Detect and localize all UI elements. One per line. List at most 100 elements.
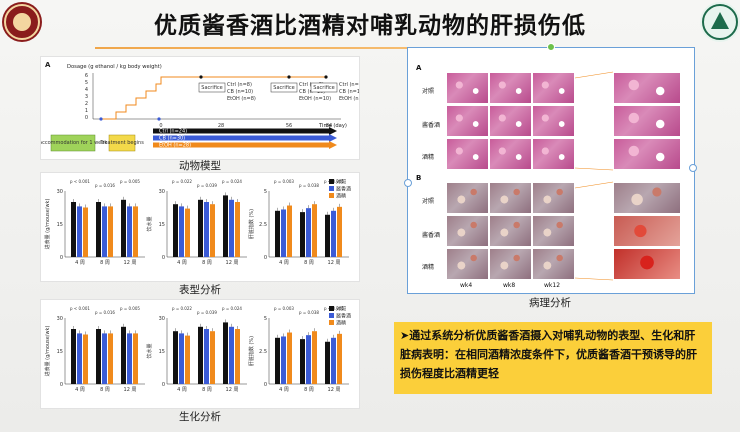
zoom-connector-lines [574,71,614,281]
dosage-tick: 5 [85,80,88,86]
sacrifice-label: Sacrifice [201,85,222,91]
legend-label: 对照 [336,306,346,313]
chart-ytick: 2.5 [259,349,267,355]
legend-label: 酒精 [336,320,346,327]
p-value-label: p < 0.001 [324,306,344,311]
chart-xtick: 12 周 [328,387,341,393]
chart-xtick: 12 周 [226,387,239,393]
group-arrow-head [329,134,337,142]
caption-pathology: 病理分析 [529,297,571,309]
bar [306,208,311,257]
bar-chart: 进食量 (g/mouse/wk) 0 15 30 4 周 p < 0.001 8 周 p = … [44,179,145,266]
chart-xtick: 4 周 [75,387,85,393]
sacrifice-label: Sacrifice [313,85,334,91]
bar [173,204,178,257]
panel-letter-a: A [416,64,422,72]
p-value-label: p = 0.022 [172,306,192,311]
col-label-wk4: wk4 [460,282,473,289]
dosage-tick: 1 [85,108,88,114]
chart-xtick: 12 周 [124,260,137,266]
bar [121,199,126,257]
bar [96,329,101,384]
time-tick: 84 [326,123,332,129]
bar [300,212,305,257]
caption-biochem: 生化分析 [179,411,221,423]
legend-swatch [329,179,334,184]
he-ctrl-wk4 [446,72,489,104]
bar [71,202,76,257]
chart-ytick: 15 [159,222,165,228]
p-value-label: p = 0.005 [120,306,140,311]
group-arrow-bar [153,142,329,148]
chart-xtick: 8 周 [100,387,110,393]
resize-handle-right[interactable] [689,164,697,172]
chart-ytick: 0 [264,382,267,388]
university-logo-right [700,2,740,42]
bar [77,333,82,384]
biochem-charts: 进食量 (g/mouse/wk) 0 15 30 4 周 p < 0.001 8 周 p = … [44,306,351,394]
bar [300,339,305,384]
he-zoom-ctrl [613,72,681,104]
group-arrow-head [329,141,337,149]
biochem-panel: 进食量 (g/mouse/wk) 0 15 30 4 周 p < 0.001 8 周 p = … [40,299,360,409]
bar [185,208,190,257]
bar [133,333,138,384]
oil-etoh-wk8 [489,248,532,280]
chart-xtick: 12 周 [328,260,341,266]
chart-ytick: 30 [57,316,63,322]
chart-ytick: 0 [60,255,63,261]
dosage-tick: 3 [85,94,88,100]
p-value-label: p < 0.001 [324,179,344,184]
chart-ylabel: 饮水量 [146,216,153,231]
row-label-b-cb: 酱香酒 [422,232,441,239]
slide-title: 优质酱香酒比酒精对哺乳动物的肝损伤低 [154,13,586,39]
bar [179,333,184,384]
university-logo-left [2,2,42,42]
legend-swatch [329,306,334,311]
resize-handle-left[interactable] [404,179,412,187]
chart-xtick: 4 周 [279,260,289,266]
dosage-tick: 4 [85,87,88,93]
chart-xtick: 8 周 [100,260,110,266]
group-arrow-head [329,127,337,135]
chart-xtick: 4 周 [177,260,187,266]
chart-ylabel: 进食量 (g/mouse/wk) [44,326,51,377]
bar [204,202,209,257]
p-value-label: p = 0.016 [95,183,115,188]
oil-ctrl-wk12 [532,182,575,214]
he-zoom-etoh [613,138,681,170]
chart-ytick: 5 [264,316,267,322]
he-cb-wk12 [532,105,575,137]
legend-swatch [329,193,334,198]
caption-phenotype: 表型分析 [179,284,221,296]
bar [235,329,240,384]
bar [275,337,280,384]
emblem-icon [702,4,738,40]
row-label-a-ctrl: 对照 [422,88,435,95]
bar [102,206,107,257]
group-arrow-label: Ctrl (n=24) [159,129,187,135]
he-etoh-wk8 [489,138,532,170]
bar [121,326,126,384]
bar [83,207,88,257]
col-label-wk8: wk8 [503,282,516,289]
bar [127,206,132,257]
he-cb-wk4 [446,105,489,137]
chart-xtick: 8 周 [202,260,212,266]
bar [306,335,311,384]
time-tick: 28 [218,123,224,129]
bar [235,202,240,257]
resize-handle-top[interactable] [547,43,555,51]
chart-xtick: 8 周 [202,387,212,393]
he-cb-wk8 [489,105,532,137]
chart-xtick: 4 周 [279,387,289,393]
bar-chart: 肝脏指数 (%) 0 2.5 5 4 周 p = 0.003 8 周 p = 0.038 12 … [248,179,349,266]
group-arrow-bar [153,135,329,141]
bar [229,326,234,384]
col-label-wk12: wk12 [544,282,561,289]
he-ctrl-wk12 [532,72,575,104]
sacrifice-box [310,82,338,93]
p-value-label: p = 0.038 [299,310,319,315]
row-label-b-ctrl: 对照 [422,198,435,205]
oil-ctrl-wk4 [446,182,489,214]
